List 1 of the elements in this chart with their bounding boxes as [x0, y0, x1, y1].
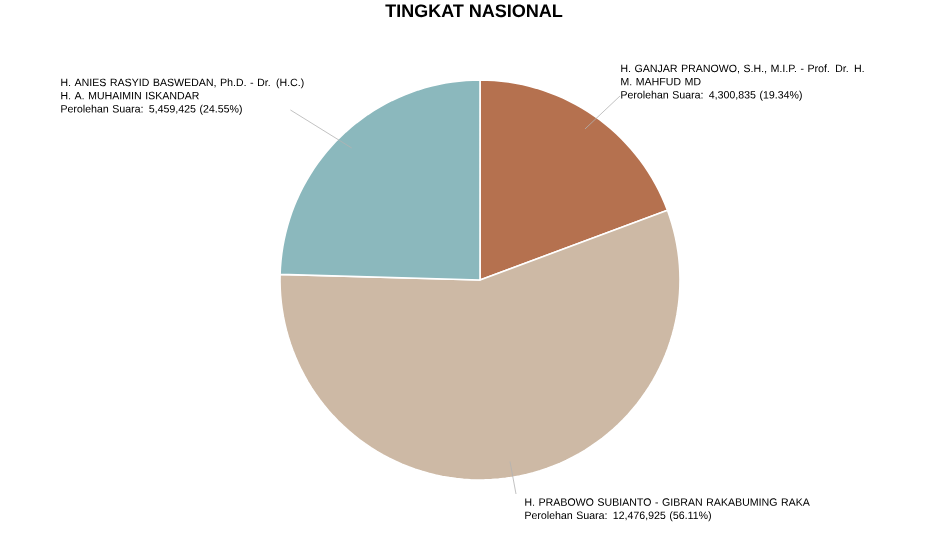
chart-title: TINGKAT NASIONAL: [385, 4, 563, 18]
